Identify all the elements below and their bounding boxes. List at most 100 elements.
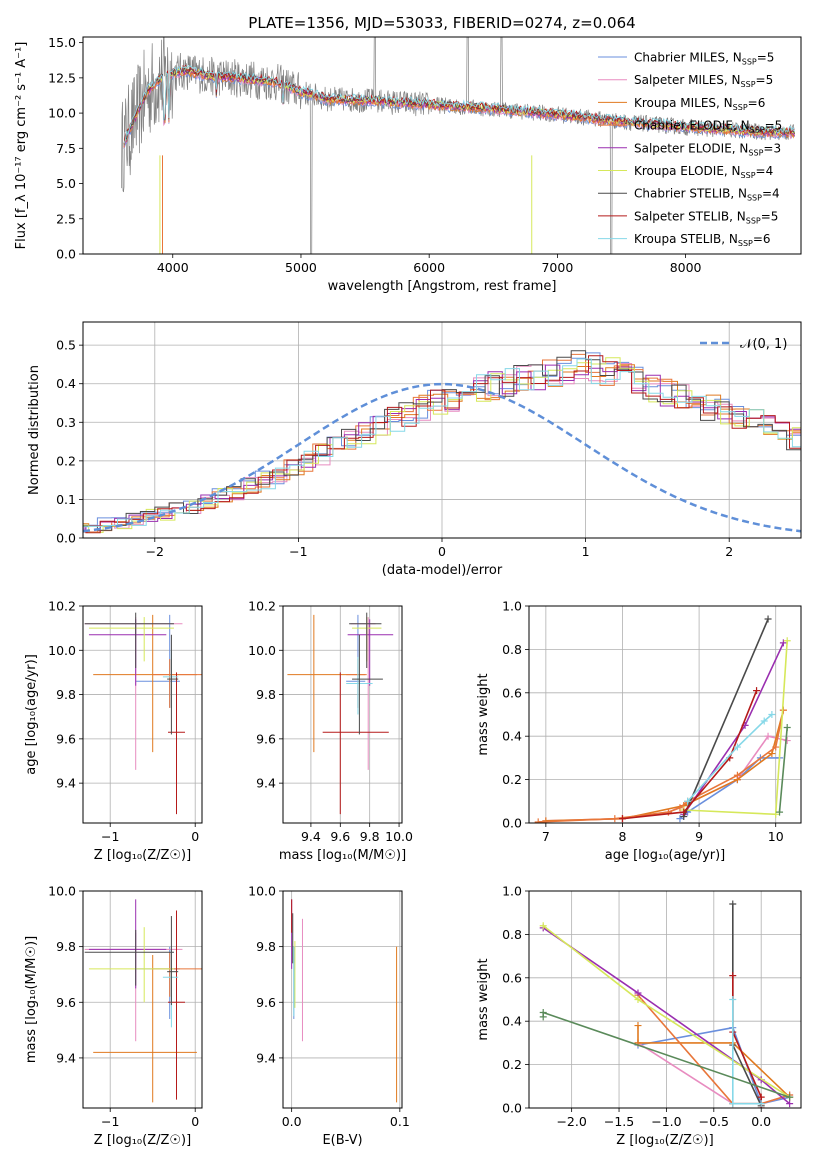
legend-label: Kroupa ELODIE, NSSP=4 xyxy=(634,164,773,180)
chart-title: PLATE=1356, MJD=53033, FIBERID=0274, z=0… xyxy=(248,14,635,32)
legend-label: Chabrier MILES, NSSP=5 xyxy=(634,51,774,67)
x-tick-label: 0.0 xyxy=(282,1114,302,1129)
y-tick-label: 0.2 xyxy=(56,453,76,468)
x-tick-label: −1 xyxy=(101,1114,119,1129)
weight-marker xyxy=(729,972,737,980)
weight-marker xyxy=(634,996,642,1003)
y-tick-label: 0.0 xyxy=(502,816,522,831)
y-tick-label: 9.6 xyxy=(56,995,76,1010)
chart-mass_vs_EBV: 0.0 0.1 9.4 9.6 9.8 10.0 E(B-V) xyxy=(248,884,410,1149)
axes-frame xyxy=(528,890,802,1109)
weight-marker xyxy=(684,797,692,805)
x-axis-label: Z [log₁₀(Z/Z☉)] xyxy=(94,1133,191,1148)
y-tick-label: 0.1 xyxy=(56,492,76,507)
y-tick-label: 12.5 xyxy=(48,70,76,85)
histogram-step xyxy=(83,358,801,528)
weight-marker xyxy=(729,996,737,1003)
y-tick-label: 9.8 xyxy=(56,939,76,954)
x-tick-label: 0.0 xyxy=(751,1114,771,1129)
y-tick-label: 0.0 xyxy=(56,531,76,546)
weight-marker xyxy=(676,815,684,823)
axes-frame xyxy=(82,36,802,255)
x-tick-label: 10 xyxy=(768,829,784,844)
x-tick-label: 6000 xyxy=(413,260,445,275)
weight-marker xyxy=(783,724,791,732)
weight-marker xyxy=(757,1100,765,1108)
plot-area xyxy=(83,606,202,823)
weight-marker xyxy=(733,743,741,751)
weight-marker xyxy=(757,1093,765,1101)
legend-label: Salpeter MILES, NSSP=5 xyxy=(634,73,773,89)
y-axis-label: mass weight xyxy=(476,673,491,755)
axes-frame xyxy=(82,890,203,1109)
chart-spectrum: 4000 5000 6000 7000 8000 0.0 2.5 5.0 7.5 10.0 12.5… xyxy=(14,14,802,294)
weight-line xyxy=(687,713,773,802)
x-axis-label: age [log₁₀(age/yr)] xyxy=(605,848,726,863)
weight-marker xyxy=(768,711,776,718)
y-tick-label: 9.4 xyxy=(256,1050,276,1065)
histogram-step xyxy=(83,353,801,534)
y-axis-label: Flux [f_λ 10⁻¹⁷ erg cm⁻² s⁻¹ A⁻¹] xyxy=(14,42,29,250)
legend-label: Salpeter ELODIE, NSSP=3 xyxy=(634,141,781,157)
axes-frame xyxy=(82,605,203,824)
y-tick-label: 0.6 xyxy=(502,685,522,700)
plot-area xyxy=(283,891,402,1108)
x-tick-label: −1.0 xyxy=(651,1114,681,1129)
weight-marker xyxy=(539,1009,547,1017)
weight-marker xyxy=(733,771,741,779)
y-tick-label: 0.0 xyxy=(56,247,76,262)
legend-label: Chabrier ELODIE, NSSP=5 xyxy=(634,119,782,135)
x-axis-label: E(B-V) xyxy=(322,1133,362,1148)
x-axis-label: Z [log₁₀(Z/Z☉)] xyxy=(616,1133,713,1148)
x-tick-label: −2 xyxy=(146,544,164,559)
x-axis-label: wavelength [Angstrom, rest frame] xyxy=(328,279,557,294)
legend-label: Salpeter STELIB, NSSP=5 xyxy=(634,209,778,225)
x-tick-label: 8 xyxy=(618,829,626,844)
plot-area xyxy=(83,322,801,538)
plot-area xyxy=(529,606,801,823)
y-tick-label: 0.3 xyxy=(56,415,76,430)
x-tick-label: −1 xyxy=(289,544,307,559)
y-tick-label: 10.0 xyxy=(48,106,76,121)
y-axis-label: age [log₁₀(age/yr)] xyxy=(24,654,39,775)
x-tick-label: 8000 xyxy=(670,260,702,275)
weight-line xyxy=(538,710,785,823)
weight-marker xyxy=(764,615,772,623)
y-tick-label: 9.8 xyxy=(256,687,276,702)
y-tick-label: 9.6 xyxy=(256,995,276,1010)
y-tick-label: 9.6 xyxy=(256,731,276,746)
weight-marker xyxy=(776,808,784,816)
y-tick-label: 0.2 xyxy=(502,772,522,787)
weight-marker xyxy=(618,815,626,823)
y-tick-label: 9.4 xyxy=(256,776,276,791)
y-axis-label: mass weight xyxy=(476,958,491,1040)
weight-marker xyxy=(729,900,737,908)
weight-line xyxy=(545,735,788,822)
model-spectrum-line xyxy=(123,65,795,144)
y-tick-label: 10.0 xyxy=(48,643,76,658)
x-tick-label: −1.5 xyxy=(604,1114,634,1129)
histogram-step xyxy=(83,357,801,533)
axes-frame xyxy=(282,605,403,824)
y-axis-label: mass [log₁₀(M/M☉)] xyxy=(24,936,39,1063)
y-tick-label: 9.4 xyxy=(56,776,76,791)
y-tick-label: 9.6 xyxy=(56,731,76,746)
y-tick-label: 2.5 xyxy=(56,211,76,226)
y-tick-label: 0.8 xyxy=(502,642,522,657)
x-tick-label: 9.6 xyxy=(330,829,350,844)
y-tick-label: 0.6 xyxy=(502,970,522,985)
y-tick-label: 9.8 xyxy=(256,939,276,954)
weight-marker xyxy=(764,732,772,740)
y-tick-label: 10.2 xyxy=(248,599,276,614)
x-tick-label: 0.1 xyxy=(390,1114,410,1129)
chart-mass_vs_Z: −1 0 9.4 9.6 9.8 10.0 Z [log₁₀(Z/Z☉)] mass [log… xyxy=(24,884,203,1148)
chart-residuals: −2 −1 0 1 2 0.0 0.1 0.2 0.3 0.4 0.5 (data-model)/er… xyxy=(27,321,802,578)
y-axis-label: Normed distribution xyxy=(27,365,42,495)
weight-marker xyxy=(772,743,780,751)
weight-marker xyxy=(729,1100,737,1108)
x-axis-label: Z [log₁₀(Z/Z☉)] xyxy=(94,848,191,863)
x-tick-label: 2 xyxy=(725,544,733,559)
weight-marker xyxy=(611,815,619,823)
weight-line xyxy=(683,618,769,817)
